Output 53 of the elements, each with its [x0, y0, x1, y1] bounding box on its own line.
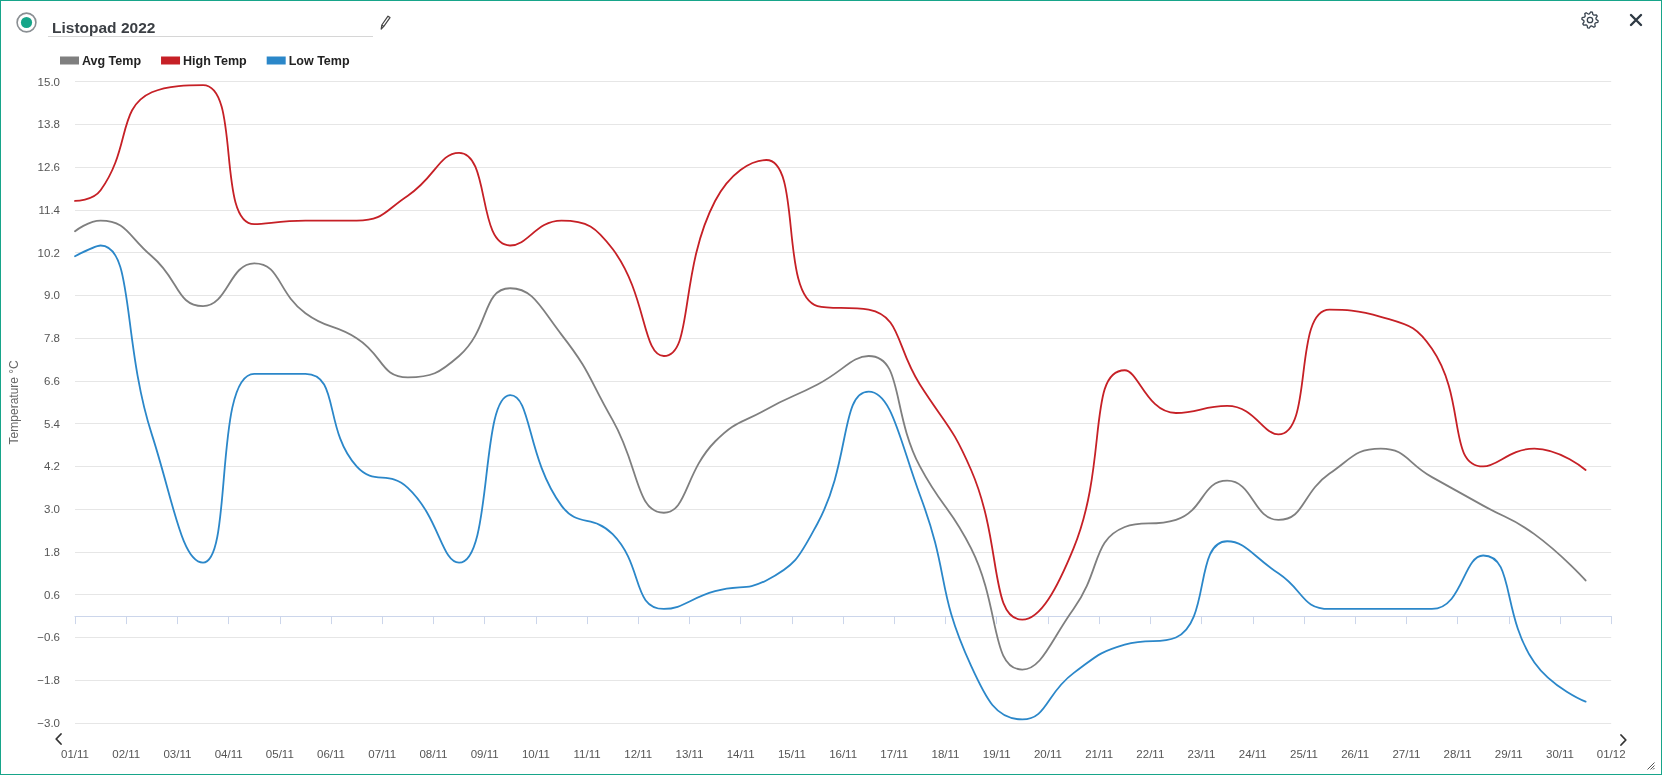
x-tick-label: 27/11 [1392, 748, 1421, 760]
y-tick-label: 1.8 [44, 545, 60, 558]
x-tick-label: 26/11 [1341, 748, 1370, 760]
x-tick-label: 08/11 [419, 748, 448, 760]
y-tick-label: −0.6 [37, 631, 60, 644]
y-tick-label: 10.2 [37, 246, 60, 259]
y-tick-label: 3.0 [44, 503, 60, 516]
x-tick-label: 04/11 [214, 748, 243, 760]
y-tick-label: 7.8 [44, 332, 60, 345]
x-tick-label: 20/11 [1033, 748, 1062, 760]
x-tick-label: 22/11 [1136, 748, 1165, 760]
chart-title: Listopad 2022 [52, 18, 156, 36]
x-tick-label: 12/11 [624, 748, 653, 760]
legend-label: Low Temp [288, 53, 350, 68]
x-tick-label: 24/11 [1238, 748, 1267, 760]
x-tick-label: 06/11 [317, 748, 345, 760]
y-tick-label: 5.4 [44, 417, 61, 430]
legend-label: Avg Temp [82, 53, 142, 68]
x-tick-label: 21/11 [1085, 748, 1114, 760]
x-tick-label: 14/11 [726, 748, 755, 760]
x-tick-label: 09/11 [470, 748, 499, 760]
y-tick-label: 15.0 [37, 75, 60, 88]
x-tick-label: 28/11 [1443, 748, 1472, 760]
y-tick-label: 0.6 [44, 588, 60, 601]
x-tick-label: 18/11 [931, 748, 960, 760]
x-tick-label: 25/11 [1289, 748, 1318, 760]
x-tick-label: 05/11 [265, 748, 294, 760]
x-tick-label: 23/11 [1187, 748, 1216, 760]
x-tick-label: 01/12 [1596, 748, 1626, 760]
x-tick-label: 10/11 [521, 748, 550, 760]
x-tick-label: 17/11 [880, 748, 909, 760]
y-tick-label: 11.4 [38, 203, 61, 216]
y-tick-label: −1.8 [37, 674, 60, 687]
y-tick-label: −3.0 [37, 717, 60, 729]
x-tick-label: 29/11 [1494, 748, 1523, 760]
line-series [74, 84, 1587, 621]
x-tick-label: 15/11 [777, 748, 806, 760]
y-tick-label: 4.2 [44, 460, 60, 473]
y-axis-title: Temperature °C [7, 359, 21, 445]
x-tick-label: 07/11 [368, 748, 397, 760]
y-tick-label: 9.0 [44, 289, 60, 302]
legend-label: High Temp [183, 53, 248, 68]
y-tick-label: 13.8 [37, 118, 60, 131]
x-tick-label: 16/11 [829, 748, 858, 760]
x-tick-label: 03/11 [163, 748, 192, 760]
x-tick-label: 01/11 [61, 748, 89, 760]
x-tick-label: 30/11 [1546, 748, 1574, 760]
x-tick-label: 11/11 [573, 748, 601, 760]
x-tick-label: 02/11 [112, 748, 141, 760]
x-tick-label: 19/11 [982, 748, 1011, 760]
y-tick-label: 6.6 [44, 374, 60, 387]
y-tick-label: 12.6 [37, 161, 60, 174]
x-tick-label: 13/11 [675, 748, 704, 760]
